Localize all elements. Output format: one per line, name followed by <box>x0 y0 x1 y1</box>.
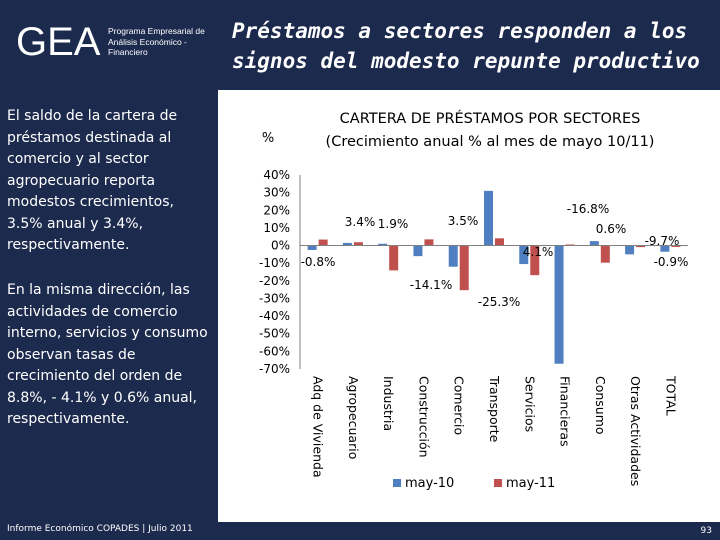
bar-may-11-2 <box>389 245 399 271</box>
bar-may-10-8 <box>589 241 599 246</box>
y-tick-label: -30% <box>259 291 290 305</box>
y-tick-label: 10% <box>263 221 290 235</box>
y-tick-label: 0% <box>271 239 290 253</box>
legend-swatch-may-11 <box>494 479 502 487</box>
bar-may-10-2 <box>378 243 388 246</box>
legend-label-may-10: may-10 <box>405 476 454 491</box>
data-label: 4.1% <box>523 245 554 259</box>
data-label: 0.6% <box>596 222 627 236</box>
bar-may-10-5 <box>484 190 493 246</box>
data-label: 3.5% <box>448 214 479 228</box>
data-label: -25.3% <box>478 295 520 309</box>
bar-may-11-3 <box>424 239 434 246</box>
bar-may-11-0 <box>318 239 328 246</box>
y-tick-label: -20% <box>259 274 290 288</box>
data-label: -9.7% <box>645 234 680 248</box>
y-axis-label: % <box>262 131 274 146</box>
bar-may-10-1 <box>342 242 352 246</box>
category-label: Otras Actividades <box>628 376 643 486</box>
category-label: Consumo <box>593 376 608 435</box>
data-label: -14.1% <box>410 278 452 292</box>
bar-may-10-3 <box>413 245 423 257</box>
bar-may-11-6 <box>530 245 540 276</box>
y-tick-label: -50% <box>259 327 290 341</box>
bar-may-11-10 <box>671 245 681 247</box>
page-title: Préstamos a sectores responden a los sig… <box>232 19 700 73</box>
logo: GEA <box>16 20 101 64</box>
category-label: TOTAL <box>663 375 678 416</box>
data-label: -16.8% <box>567 202 609 216</box>
data-label: 1.9% <box>378 217 409 231</box>
bar-may-11-8 <box>600 245 610 263</box>
bar-may-10-7 <box>554 245 564 364</box>
bar-may-11-1 <box>353 242 363 246</box>
y-tick-label: -40% <box>259 309 290 323</box>
title-bar: Préstamos a sectores responden a los sig… <box>218 0 720 90</box>
legend-swatch-may-10 <box>393 479 401 487</box>
bar-may-10-9 <box>625 245 635 255</box>
logo-subtitle: Programa Empresarial de Análisis Económi… <box>108 26 205 57</box>
data-label: -0.9% <box>654 255 689 269</box>
category-label: Comercio <box>452 376 467 435</box>
footer-strip: 93 <box>218 522 720 540</box>
y-tick-label: 40% <box>263 168 290 182</box>
category-label: Servicios <box>522 376 537 432</box>
bar-may-10-10 <box>660 245 670 252</box>
category-label: Transporte <box>487 375 502 443</box>
chart-title-line-2: (Crecimiento anual % al mes de mayo 10/1… <box>326 134 655 150</box>
category-label: Financieras <box>558 376 573 447</box>
footer-report-name: Informe Económico COPADES | Julio 2011 <box>7 524 193 534</box>
bar-may-11-7 <box>565 244 575 246</box>
y-tick-label: -10% <box>259 256 290 270</box>
page-number: 93 <box>700 526 712 536</box>
data-label: -0.8% <box>301 255 336 269</box>
data-label: 3.4% <box>345 215 376 229</box>
bar-may-10-0 <box>307 245 317 250</box>
legend-label-may-11: may-11 <box>506 476 555 491</box>
y-tick-label: 20% <box>263 203 290 217</box>
y-tick-label: -70% <box>259 362 290 376</box>
y-tick-label: 30% <box>263 186 290 200</box>
bar-may-11-5 <box>495 238 504 246</box>
bar-may-11-9 <box>636 245 646 248</box>
category-label: Construcción <box>416 376 431 458</box>
y-tick-label: -60% <box>259 344 290 358</box>
summary-paragraph-2: En la misma dirección, las actividades d… <box>7 282 208 427</box>
category-label: Agropecuario <box>346 376 361 459</box>
left-panel: GEA Programa Empresarial de Análisis Eco… <box>0 0 218 540</box>
summary-paragraph-1: El saldo de la cartera de préstamos dest… <box>7 108 178 253</box>
bar-may-10-4 <box>448 245 458 267</box>
chart-title-line-1: CARTERA DE PRÉSTAMOS POR SECTORES <box>340 110 641 127</box>
bar-may-10-6 <box>519 245 529 265</box>
category-label: Industria <box>381 376 396 431</box>
category-label: Adq de Vivienda <box>311 376 326 478</box>
sector-loans-chart: CARTERA DE PRÉSTAMOS POR SECTORES (Creci… <box>259 110 689 491</box>
bar-may-11-4 <box>459 245 469 291</box>
